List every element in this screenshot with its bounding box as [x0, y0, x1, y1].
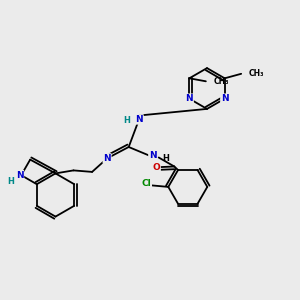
- Text: N: N: [135, 115, 143, 124]
- Text: H: H: [123, 116, 130, 124]
- Text: Cl: Cl: [142, 179, 151, 188]
- Text: N: N: [103, 154, 111, 163]
- Text: N: N: [221, 94, 229, 103]
- Text: H: H: [163, 154, 169, 163]
- Text: CH₃: CH₃: [249, 69, 264, 78]
- Text: H: H: [7, 177, 14, 186]
- Text: N: N: [185, 94, 193, 103]
- Text: N: N: [149, 151, 157, 160]
- Text: O: O: [152, 163, 160, 172]
- Text: CH₃: CH₃: [213, 77, 229, 86]
- Text: N: N: [16, 171, 23, 180]
